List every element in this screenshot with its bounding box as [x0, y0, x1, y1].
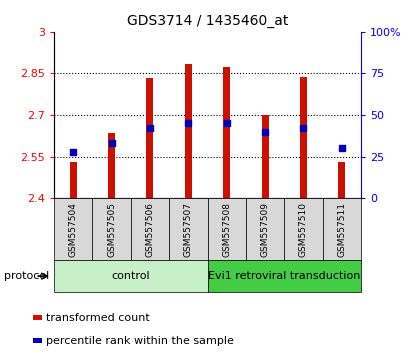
Bar — [261, 115, 269, 198]
Text: Evi1 retroviral transduction: Evi1 retroviral transduction — [208, 271, 361, 281]
Bar — [146, 78, 154, 198]
Text: GSM557508: GSM557508 — [222, 202, 231, 257]
Point — [146, 126, 153, 131]
Point — [262, 129, 269, 135]
Point — [300, 126, 307, 131]
Text: GSM557507: GSM557507 — [184, 202, 193, 257]
Bar — [300, 77, 307, 198]
Bar — [70, 162, 77, 198]
Point — [223, 120, 230, 126]
Text: GSM557510: GSM557510 — [299, 202, 308, 257]
Text: percentile rank within the sample: percentile rank within the sample — [46, 336, 234, 346]
Bar — [108, 133, 115, 198]
Text: GSM557511: GSM557511 — [337, 202, 347, 257]
Text: protocol: protocol — [4, 271, 49, 281]
Point — [108, 141, 115, 146]
Text: GSM557504: GSM557504 — [68, 202, 78, 257]
Bar — [223, 67, 230, 198]
Point — [185, 120, 192, 126]
Text: transformed count: transformed count — [46, 313, 150, 322]
Text: GSM557505: GSM557505 — [107, 202, 116, 257]
Text: GSM557506: GSM557506 — [145, 202, 154, 257]
Bar — [338, 162, 345, 198]
Point — [70, 149, 76, 154]
Text: GDS3714 / 1435460_at: GDS3714 / 1435460_at — [127, 14, 288, 28]
Point — [339, 145, 345, 151]
Text: control: control — [111, 271, 150, 281]
Bar — [185, 64, 192, 198]
Text: GSM557509: GSM557509 — [261, 202, 270, 257]
